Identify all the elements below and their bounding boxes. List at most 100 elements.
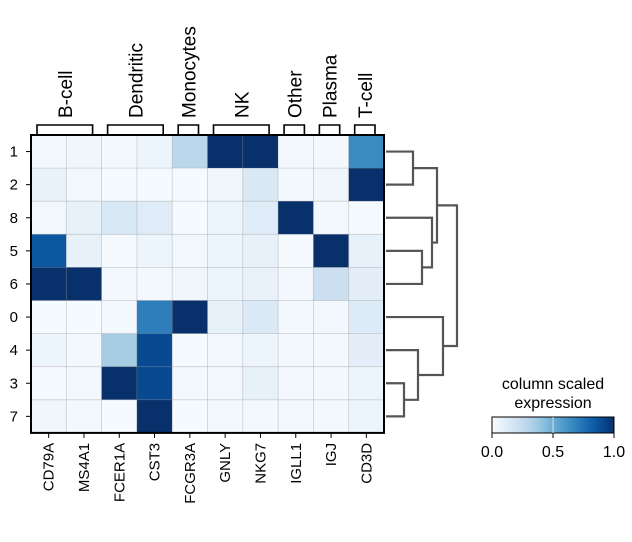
group-bracket [212, 124, 270, 135]
heatmap-cell [242, 168, 279, 202]
heatmap-cell [101, 267, 137, 301]
heatmap-cell [242, 366, 279, 400]
colorbar: column scaled expression 0.0 0.5 1.0 [481, 376, 625, 461]
heatmap-cell [278, 168, 314, 202]
column-label: IGJ [323, 443, 340, 466]
heatmap-cell [101, 366, 137, 400]
column-label: CD79A [41, 443, 58, 491]
heatmap-cell [172, 300, 208, 334]
heatmap-cell [242, 300, 279, 334]
dendrogram-link [413, 167, 439, 244]
dendrogram-link [386, 382, 406, 418]
heatmap-cell [101, 399, 137, 433]
heatmap-cell [207, 201, 243, 235]
colorbar-title-line2: expression [514, 395, 591, 412]
heatmap-cell [66, 201, 102, 235]
heatmap-cell [207, 267, 243, 301]
group-label: B-cell [56, 70, 77, 118]
heatmap-cell [101, 333, 137, 367]
heatmap-cell [31, 234, 67, 268]
group-bracket [106, 124, 164, 135]
column-label: NKG7 [252, 443, 269, 484]
heatmap-cell [348, 135, 384, 169]
heatmap-cell [31, 168, 67, 202]
heatmap-cell [207, 399, 243, 433]
heatmap-cell [348, 333, 384, 367]
heatmap-cell [66, 300, 102, 334]
heatmap-cell [278, 300, 314, 334]
heatmap-cell [172, 399, 208, 433]
heatmap-cell [313, 234, 349, 268]
group-bracket [36, 124, 94, 135]
heatmap-cell [242, 135, 279, 169]
heatmap-cell [313, 135, 349, 169]
heatmap-cell [313, 267, 349, 301]
heatmap-grid [31, 135, 384, 433]
heatmap-cell [101, 135, 137, 169]
colorbar-tick-label: 0.5 [542, 444, 564, 461]
heatmap-cell [313, 168, 349, 202]
group-label: Plasma [321, 54, 342, 118]
heatmap-cell [313, 300, 349, 334]
heatmap-cell [242, 234, 279, 268]
heatmap-cell [172, 168, 208, 202]
row-label: 8 [10, 210, 18, 227]
heatmap-cell [242, 267, 279, 301]
heatmap-cell [207, 234, 243, 268]
row-label: 3 [10, 375, 18, 392]
heatmap-cell [101, 168, 137, 202]
column-label: GNLY [217, 443, 234, 483]
heatmap-cell [242, 399, 279, 433]
group-bracket [318, 124, 341, 135]
heatmap-cell [172, 201, 208, 235]
heatmap-cell [278, 366, 314, 400]
heatmap-cell [313, 366, 349, 400]
heatmap-cell [101, 300, 137, 334]
heatmap-cell [66, 267, 102, 301]
heatmap-cell [172, 366, 208, 400]
heatmap-cell [348, 300, 384, 334]
group-label: Dendritic [126, 43, 147, 118]
heatmap-cell [172, 234, 208, 268]
heatmap-cell [66, 366, 102, 400]
heatmap-cell [66, 234, 102, 268]
row-label: 0 [10, 309, 18, 326]
heatmap-cell [348, 267, 384, 301]
heatmap-cell [278, 267, 314, 301]
heatmap-cell [207, 135, 243, 169]
heatmap-cell [136, 267, 173, 301]
column-label: MS4A1 [76, 443, 93, 492]
group-bracket [353, 124, 376, 135]
group-label: Other [285, 70, 306, 118]
heatmap-cell [278, 399, 314, 433]
colorbar-title-line1: column scaled [502, 376, 604, 393]
heatmap-cell [313, 333, 349, 367]
column-label: CD3D [358, 443, 375, 484]
colorbar-tick-label: 0.0 [481, 444, 503, 461]
heatmap-cell [242, 333, 279, 367]
heatmap-cell [278, 201, 314, 235]
heatmap-cell [278, 135, 314, 169]
heatmap-cell [31, 399, 67, 433]
group-bracket [177, 124, 200, 135]
heatmap-cell [136, 201, 173, 235]
column-label: IGLL1 [288, 443, 305, 484]
dendrogram-link [386, 315, 445, 377]
group-label: Monocytes [179, 26, 200, 118]
heatmap-cell [207, 333, 243, 367]
column-group-brackets: B-cell Dendritic Monocytes NK Other Plasma T-c… [36, 26, 377, 135]
heatmap-cell [348, 201, 384, 235]
heatmap-cell [136, 399, 173, 433]
heatmap-cell [207, 366, 243, 400]
heatmap-cell [348, 399, 384, 433]
dendrogram-link [386, 249, 424, 286]
dendrogram-link [437, 204, 459, 348]
heatmap-cell [348, 234, 384, 268]
heatmap-cell [172, 333, 208, 367]
row-label: 2 [10, 177, 18, 194]
column-label: FCER1A [111, 443, 128, 502]
heatmap-cell [172, 135, 208, 169]
dendrogram-link [386, 216, 434, 269]
heatmap-cell [101, 234, 137, 268]
heatmap-cell [31, 366, 67, 400]
